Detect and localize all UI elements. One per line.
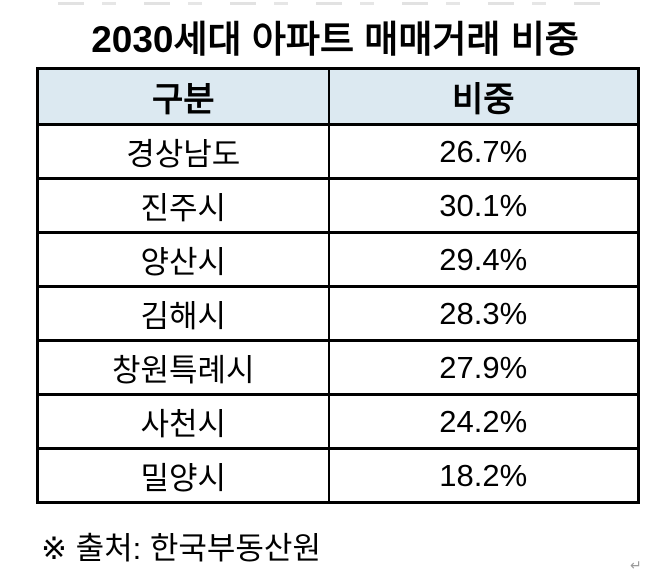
cell-share: 18.2% bbox=[327, 447, 640, 504]
column-header-category: 구분 bbox=[36, 67, 330, 126]
table-row: 창원특례시 27.9% bbox=[36, 339, 640, 396]
table-row: 김해시 28.3% bbox=[36, 285, 640, 342]
cropped-text-fragments bbox=[58, 2, 614, 5]
transaction-share-table: 구분 비중 경상남도 26.7% 진주시 30.1% 양산시 29.4% 김해시 28.3% 창… bbox=[36, 67, 640, 504]
cell-category: 밀양시 bbox=[36, 447, 330, 504]
table-header-row: 구분 비중 bbox=[36, 67, 640, 126]
cell-category: 진주시 bbox=[36, 177, 330, 234]
cell-share: 30.1% bbox=[327, 177, 640, 234]
cell-category: 김해시 bbox=[36, 285, 330, 342]
table-row: 양산시 29.4% bbox=[36, 231, 640, 288]
cell-share: 27.9% bbox=[327, 339, 640, 396]
table-body: 경상남도 26.7% 진주시 30.1% 양산시 29.4% 김해시 28.3% 창원특례시 27… bbox=[36, 123, 640, 504]
table-header: 구분 비중 bbox=[36, 67, 640, 126]
page-title: 2030세대 아파트 매매거래 비중 bbox=[91, 19, 579, 60]
cell-share: 26.7% bbox=[327, 123, 640, 180]
table-row: 사천시 24.2% bbox=[36, 393, 640, 450]
cell-share: 28.3% bbox=[327, 285, 640, 342]
cell-share: 24.2% bbox=[327, 393, 640, 450]
cell-share: 29.4% bbox=[327, 231, 640, 288]
cell-category: 경상남도 bbox=[36, 123, 330, 180]
column-header-share: 비중 bbox=[327, 67, 640, 126]
table-row: 밀양시 18.2% bbox=[36, 447, 640, 504]
cell-category: 양산시 bbox=[36, 231, 330, 288]
table-row: 경상남도 26.7% bbox=[36, 123, 640, 180]
cell-category: 사천시 bbox=[36, 393, 330, 450]
line-break-mark-icon: ↵ bbox=[630, 557, 642, 573]
source-note: ※ 출처: 한국부동산원 bbox=[41, 531, 321, 566]
table-row: 진주시 30.1% bbox=[36, 177, 640, 234]
cell-category: 창원특례시 bbox=[36, 339, 330, 396]
